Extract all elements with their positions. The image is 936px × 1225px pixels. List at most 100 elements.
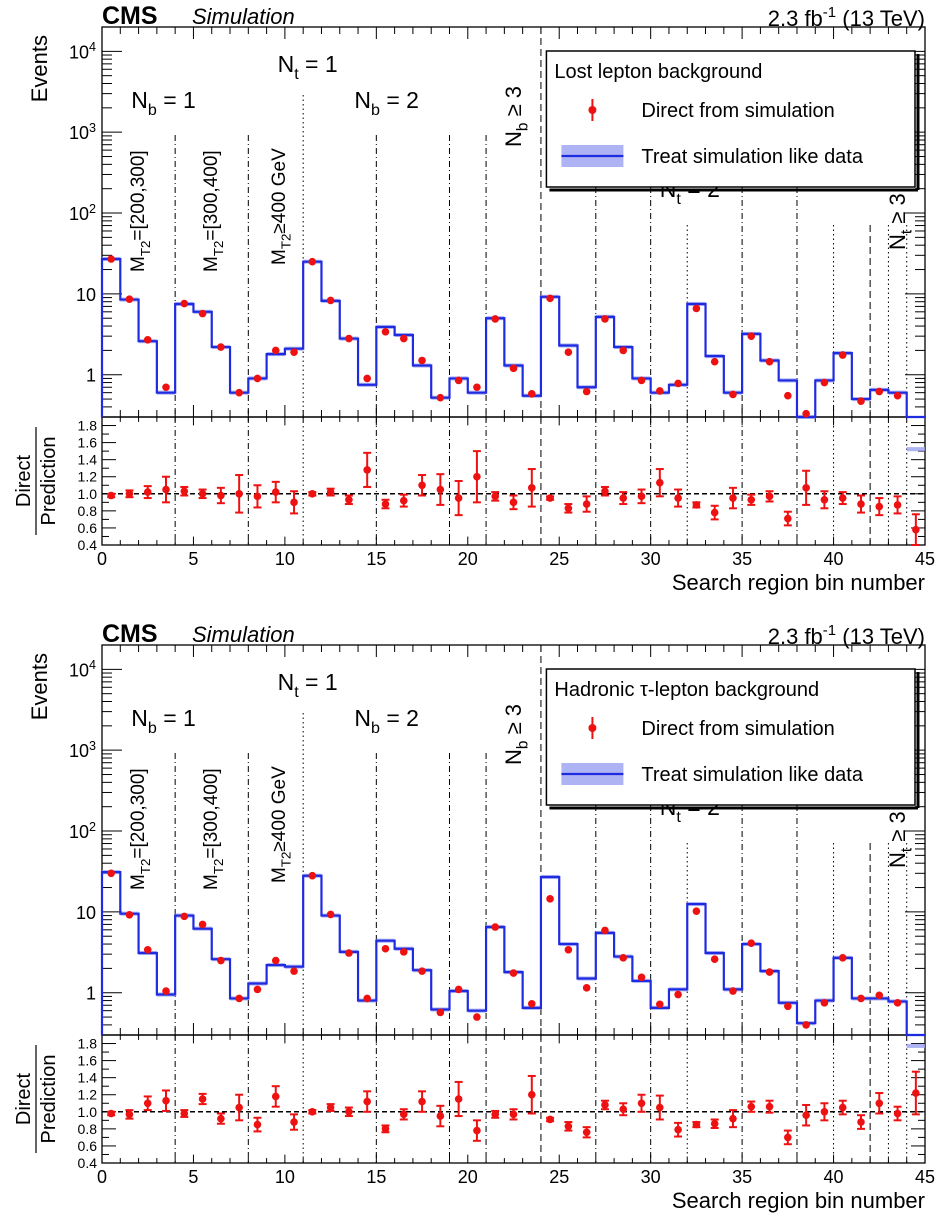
direct-point (418, 356, 426, 365)
ratio-point (820, 495, 829, 504)
x-tick-label: 25 (549, 549, 569, 569)
ratio-point (582, 500, 591, 508)
ratio-point (637, 492, 646, 501)
ratio-point (473, 1126, 481, 1135)
ratio-point (619, 1105, 628, 1114)
x-axis-label: Search region bin number (672, 570, 925, 595)
ratio-tick-label: 0.4 (78, 1155, 98, 1171)
annotation-nt3: Nt ≥ 3 (885, 811, 916, 868)
direct-point (747, 332, 756, 340)
direct-point (729, 987, 737, 995)
direct-point (271, 346, 280, 355)
x-tick-label: 40 (824, 549, 844, 569)
ratio-tick-label: 1.0 (78, 486, 98, 502)
ratio-tick-label: 0.8 (78, 1121, 98, 1137)
annotation-nb3: Nb ≥ 3 (501, 704, 532, 765)
uncertainty-band (906, 447, 925, 452)
annotation-mt2-low: MT2=[200,300] (128, 768, 153, 890)
direct-point (582, 984, 591, 992)
direct-point (875, 991, 884, 1000)
ratio-point (308, 490, 317, 498)
direct-point (143, 945, 152, 954)
direct-point (253, 985, 262, 994)
ratio-point (363, 466, 371, 474)
x-tick-label: 25 (549, 1167, 569, 1187)
ratio-point (747, 495, 756, 504)
ratio-point (418, 1097, 426, 1106)
ratio-tick-label: 1.4 (78, 452, 98, 468)
direct-point (143, 336, 152, 344)
y-tick-label: 1 (86, 984, 96, 1004)
direct-point (546, 294, 554, 303)
x-tick-label: 20 (458, 549, 478, 569)
direct-point (418, 967, 426, 975)
ratio-point (875, 502, 884, 511)
direct-point (125, 295, 134, 303)
ratio-point (381, 1125, 390, 1133)
direct-point (582, 387, 591, 396)
direct-point (436, 1008, 445, 1017)
ratio-point (802, 1111, 810, 1120)
direct-point (235, 994, 243, 1003)
ratio-point (326, 1103, 335, 1112)
ratio-point (527, 1090, 536, 1099)
x-tick-label: 30 (641, 549, 661, 569)
ratio-point (747, 1102, 756, 1111)
ratio-label-denominator: Prediction (38, 1055, 60, 1144)
ratio-point (326, 488, 335, 496)
ratio-point (509, 498, 518, 507)
ratio-point (893, 501, 902, 509)
ratio-point (345, 1108, 353, 1116)
direct-point (601, 926, 609, 935)
direct-point (198, 920, 207, 929)
ratio-tick-label: 1.0 (78, 1104, 98, 1120)
ratio-point (253, 492, 262, 501)
direct-point (838, 351, 847, 359)
legend-entry-direct: Direct from simulation (641, 100, 834, 122)
ratio-tick-label: 1.2 (78, 1087, 98, 1103)
ratio-point (198, 490, 207, 498)
ratio-point (582, 1128, 591, 1137)
x-axis-label: Search region bin number (672, 1188, 925, 1213)
ratio-tick-label: 1.2 (78, 469, 98, 485)
direct-point (381, 327, 390, 336)
ratio-point (217, 491, 225, 500)
ratio-point (290, 1118, 298, 1126)
direct-point (564, 348, 573, 356)
ratio-point (546, 1115, 554, 1124)
y-tick-label: 104 (69, 658, 96, 680)
direct-point (656, 1000, 664, 1009)
direct-point (637, 376, 646, 385)
direct-point (308, 871, 317, 880)
direct-point (381, 944, 390, 953)
ratio-point (674, 494, 682, 502)
annotation-nb2: Nb = 2 (354, 87, 419, 119)
ratio-point (802, 484, 810, 492)
prediction-histogram (100, 871, 925, 1037)
ratio-plot-frame (101, 416, 926, 546)
ratio-label-denominator: Prediction (38, 437, 60, 526)
direct-point (125, 911, 134, 919)
ratio-point (235, 1103, 243, 1112)
direct-point (180, 912, 189, 921)
ratio-point (436, 1112, 445, 1120)
y-tick-label: 103 (69, 739, 96, 761)
ratio-point (765, 1102, 774, 1111)
ratio-tick-label: 1.8 (78, 418, 98, 434)
direct-point (198, 309, 207, 318)
ratio-point (564, 1122, 573, 1131)
ratio-point (546, 494, 554, 502)
direct-point (564, 945, 573, 954)
annotation-nt3: Nt ≥ 3 (885, 193, 916, 250)
annotation-nt1: Nt = 1 (278, 51, 338, 83)
direct-point (619, 954, 628, 962)
ratio-point (656, 478, 664, 487)
ratio-tick-label: 1.8 (78, 1036, 98, 1052)
ratio-tick-label: 0.6 (78, 1138, 98, 1154)
ratio-point (729, 1114, 737, 1123)
direct-point (637, 973, 646, 982)
direct-point (290, 348, 298, 356)
ratio-point (784, 1133, 792, 1142)
annotation-nb3: Nb ≥ 3 (501, 86, 532, 147)
